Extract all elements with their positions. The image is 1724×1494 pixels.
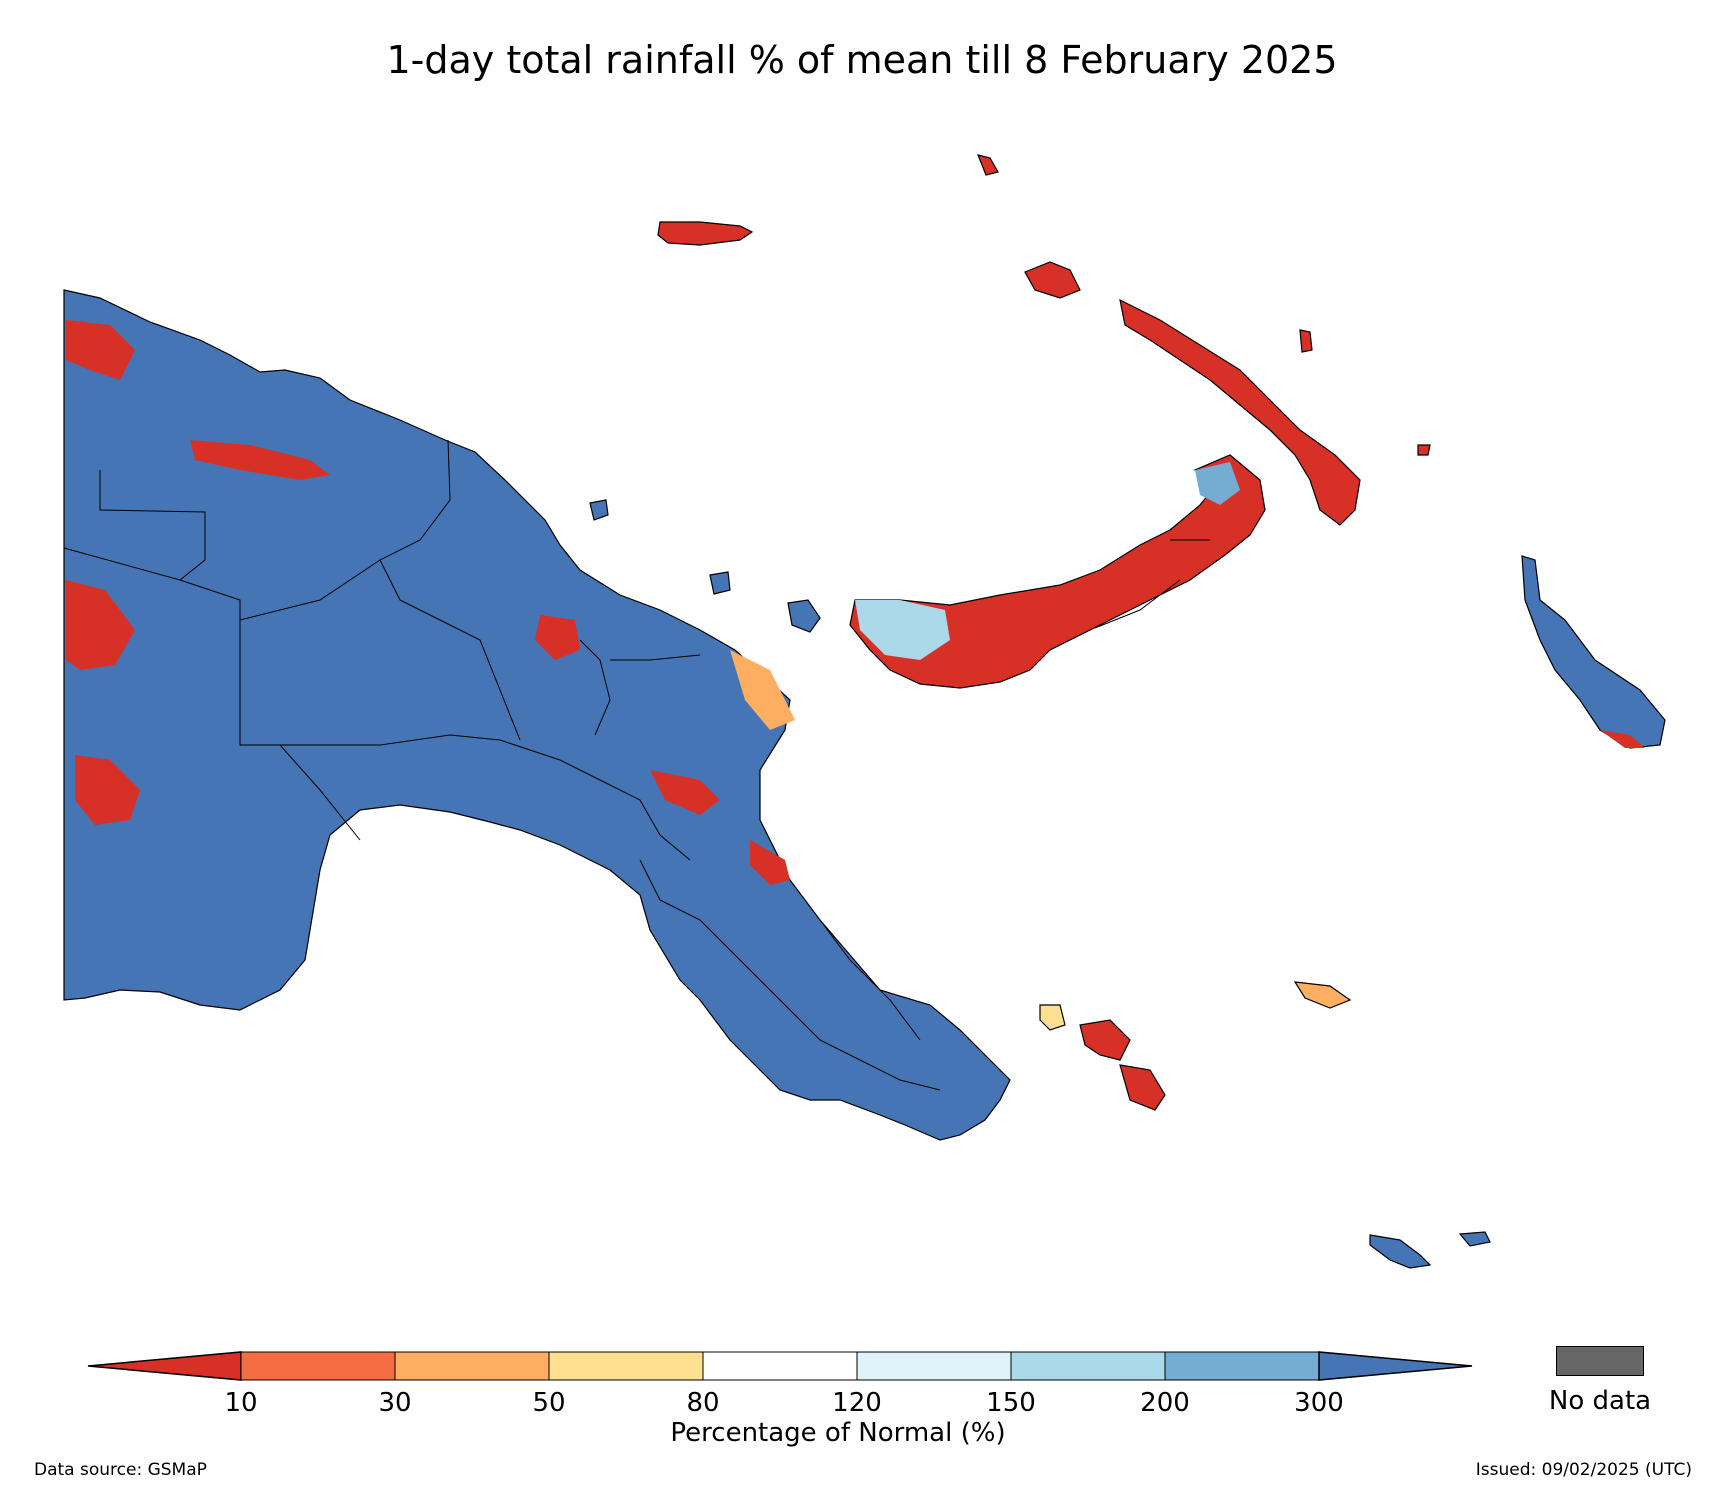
dry-patch-west [66,580,135,670]
colorbar-tick-10: 10 [224,1388,258,1418]
trobriand-island [1039,1004,1066,1031]
colorbar-80-120 [702,1351,858,1381]
louisiade-island [1369,1234,1432,1269]
bougainville [1521,555,1666,749]
mussau-island [977,154,999,176]
new-britain-gazelle-blue [1195,462,1240,505]
new-britain-west-blue [855,600,950,660]
nodata-label: No data [1548,1386,1652,1416]
new-britain [849,454,1266,689]
nissan-island [1417,444,1431,456]
dry-patch-markham [650,770,720,815]
fergusson-island [1119,1064,1166,1111]
umboi-island [709,571,731,595]
colorbar-below-10 [87,1351,242,1381]
colorbar-tick-150: 150 [986,1388,1036,1418]
woodlark-island [1293,981,1352,1009]
dry-patch-central [535,615,580,660]
dry-patch-southwest [75,755,140,825]
colorbar-above-300 [1318,1351,1473,1381]
colorbar-10-30 [240,1351,396,1381]
colorbar-200-300 [1164,1351,1320,1381]
colorbar-150-200 [1010,1351,1166,1381]
colorbar-tick-80: 80 [686,1388,720,1418]
provincial-boundaries [63,439,1210,1091]
dry-patch-east-tip [730,650,795,730]
colorbar-tick-50: 50 [532,1388,566,1418]
colorbar-tick-200: 200 [1140,1388,1190,1418]
colorbar-30-50 [394,1351,550,1381]
dentrecasteaux-islands [1079,1019,1131,1061]
long-island [787,599,821,633]
map-title: 1-day total rainfall % of mean till 8 Fe… [386,38,1338,82]
feni-island [1299,329,1313,353]
colorbar-label: Percentage of Normal (%) [670,1418,1006,1448]
mainland-new-guinea [63,289,1011,1141]
colorbar-50-80 [548,1351,704,1381]
dry-patch-northwest [66,320,135,380]
rossel-island [1458,1231,1491,1247]
dry-patch-north [190,440,330,480]
data-source: Data source: GSMaP [34,1460,207,1480]
issued-date: Issued: 09/02/2025 (UTC) [1475,1460,1692,1480]
karkar-island [589,499,609,521]
colorbar-tick-300: 300 [1294,1388,1344,1418]
manus-island [657,221,754,246]
bougainville-south-red [1600,730,1645,748]
colorbar-120-150 [856,1351,1012,1381]
dry-patch-morobe-coast [750,840,790,885]
lavongai-island [1024,261,1081,299]
new-ireland [1119,298,1361,526]
colorbar-tick-120: 120 [832,1388,882,1418]
colorbar-tick-30: 30 [378,1388,412,1418]
nodata-swatch [1556,1346,1644,1376]
